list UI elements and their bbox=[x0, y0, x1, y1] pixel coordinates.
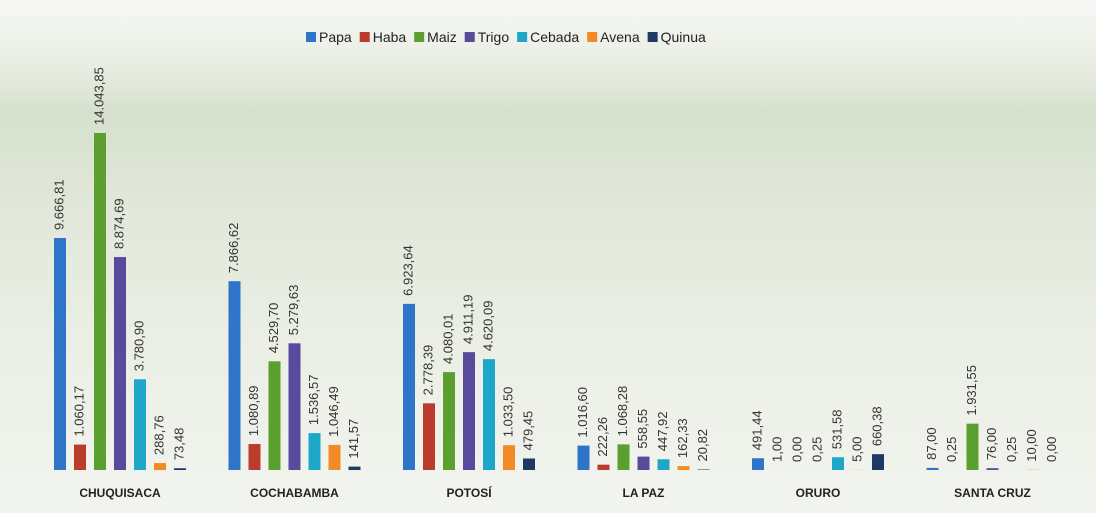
legend-swatch bbox=[306, 32, 316, 42]
bar bbox=[54, 238, 66, 470]
value-label: 10,00 bbox=[1024, 429, 1039, 462]
value-label: 5,00 bbox=[849, 437, 864, 462]
value-label: 558,55 bbox=[635, 409, 650, 449]
bar bbox=[657, 459, 670, 470]
legend-label: Avena bbox=[600, 29, 640, 45]
legend-label: Cebada bbox=[530, 29, 579, 45]
value-label: 141,57 bbox=[346, 419, 361, 459]
value-label: 73,48 bbox=[171, 428, 186, 461]
bar bbox=[114, 257, 126, 470]
value-label: 288,76 bbox=[151, 415, 166, 455]
bar bbox=[597, 464, 610, 470]
value-label: 1.080,89 bbox=[246, 385, 261, 436]
bar bbox=[463, 352, 475, 470]
category-label: POTOSÍ bbox=[446, 485, 492, 500]
bar bbox=[268, 361, 281, 470]
legend-swatch bbox=[359, 32, 370, 42]
bar bbox=[228, 281, 241, 470]
value-label: 479,45 bbox=[520, 411, 535, 451]
legend-swatch bbox=[647, 32, 658, 42]
value-label: 1.046,49 bbox=[326, 386, 341, 437]
category-label: LA PAZ bbox=[623, 486, 665, 500]
bar bbox=[443, 372, 455, 470]
value-label: 491,44 bbox=[749, 410, 764, 450]
value-label: 162,33 bbox=[675, 418, 690, 458]
bar bbox=[503, 445, 515, 470]
value-label: 20,82 bbox=[695, 429, 710, 462]
bar bbox=[577, 445, 590, 470]
bar bbox=[248, 444, 261, 470]
category-label: COCHABAMBA bbox=[250, 486, 339, 500]
legend-swatch bbox=[414, 32, 425, 42]
bar bbox=[986, 468, 999, 470]
legend-label: Haba bbox=[373, 29, 407, 45]
value-label: 7.866,62 bbox=[226, 223, 241, 274]
legend-label: Maiz bbox=[427, 29, 457, 45]
bar bbox=[348, 466, 361, 470]
bar bbox=[154, 463, 166, 470]
value-label: 0,00 bbox=[1044, 437, 1059, 462]
bar bbox=[174, 468, 186, 470]
value-label: 531,58 bbox=[829, 409, 844, 449]
value-label: 1.068,28 bbox=[615, 386, 630, 437]
value-label: 4.529,70 bbox=[266, 303, 281, 354]
value-label: 8.874,69 bbox=[111, 198, 126, 249]
bar bbox=[403, 303, 415, 470]
value-label: 2.778,39 bbox=[420, 345, 435, 396]
bar bbox=[94, 133, 106, 470]
legend-swatch bbox=[517, 32, 528, 42]
bar bbox=[288, 343, 301, 470]
bar bbox=[966, 423, 979, 470]
value-label: 1.060,17 bbox=[71, 386, 86, 437]
bar bbox=[523, 458, 535, 470]
value-label: 660,38 bbox=[869, 406, 884, 446]
legend-swatch bbox=[587, 32, 598, 42]
category-label: SANTA CRUZ bbox=[954, 486, 1031, 500]
value-label: 0,25 bbox=[809, 437, 824, 462]
category-label: CHUQUISACA bbox=[79, 486, 161, 500]
legend-swatch bbox=[464, 32, 475, 42]
value-label: 1.931,55 bbox=[964, 365, 979, 416]
bar bbox=[926, 467, 939, 470]
value-label: 0,25 bbox=[1004, 437, 1019, 462]
value-label: 447,92 bbox=[655, 411, 670, 451]
bar bbox=[423, 403, 435, 470]
value-label: 1.033,50 bbox=[500, 387, 515, 438]
value-label: 1,00 bbox=[769, 437, 784, 462]
bar bbox=[328, 444, 341, 470]
bar bbox=[677, 466, 690, 470]
value-label: 5.279,63 bbox=[286, 285, 301, 336]
value-label: 3.780,90 bbox=[131, 321, 146, 372]
legend-label: Trigo bbox=[478, 29, 510, 45]
value-label: 0,00 bbox=[789, 437, 804, 462]
value-label: 4.620,09 bbox=[480, 301, 495, 352]
value-label: 14.043,85 bbox=[91, 67, 106, 125]
value-label: 4.911,19 bbox=[460, 295, 475, 345]
value-label: 1.016,60 bbox=[575, 387, 590, 438]
value-label: 9.666,81 bbox=[51, 179, 66, 230]
bar bbox=[752, 458, 764, 470]
legend-label: Papa bbox=[319, 29, 352, 45]
value-label: 0,25 bbox=[944, 437, 959, 462]
bar bbox=[832, 457, 844, 470]
value-label: 76,00 bbox=[984, 428, 999, 461]
value-label: 6.923,64 bbox=[400, 245, 415, 296]
bar bbox=[483, 359, 495, 470]
bar bbox=[74, 444, 86, 470]
bar bbox=[134, 379, 146, 470]
bar bbox=[637, 456, 650, 470]
category-label: ORURO bbox=[796, 486, 841, 500]
value-label: 4.080,01 bbox=[440, 313, 455, 364]
bar bbox=[617, 444, 630, 470]
value-label: 1.536,57 bbox=[306, 375, 321, 426]
legend-label: Quinua bbox=[661, 29, 706, 45]
value-label: 222,26 bbox=[595, 417, 610, 457]
bar bbox=[872, 454, 884, 470]
bar bbox=[308, 433, 321, 470]
value-label: 87,00 bbox=[924, 427, 939, 460]
legend: Papa Haba Maiz Trigo Cebada Avena Quinua bbox=[306, 29, 706, 45]
